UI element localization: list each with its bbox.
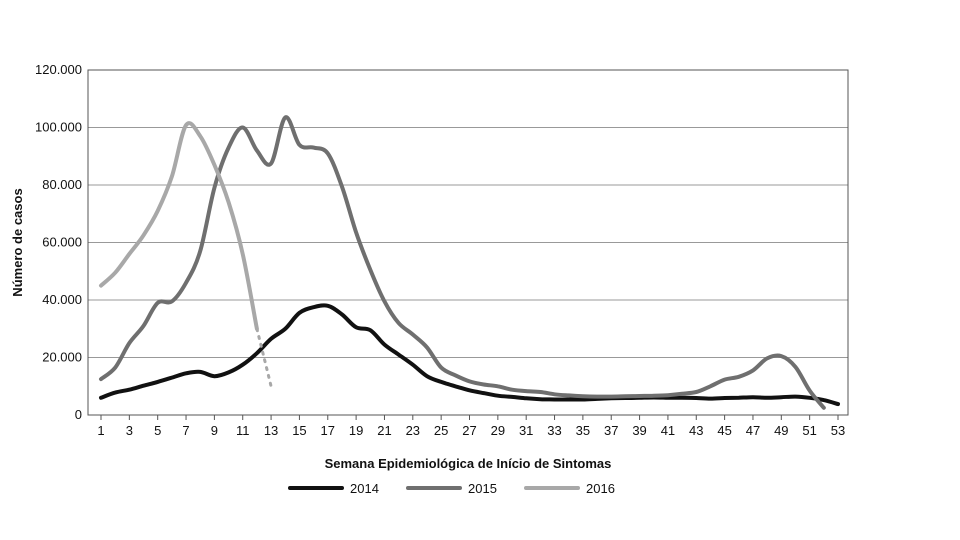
- x-tick-label: 15: [292, 423, 306, 438]
- x-tick-label: 49: [774, 423, 788, 438]
- series-lines: [99, 115, 840, 410]
- y-tick-label: 0: [75, 407, 82, 422]
- series-line-2014: [99, 303, 840, 407]
- plot-area-frame: [87, 69, 849, 416]
- x-tick-label: 19: [349, 423, 363, 438]
- x-tick-label: 1: [97, 423, 104, 438]
- x-tick-label: 7: [182, 423, 189, 438]
- y-tick-label: 80.000: [42, 177, 82, 192]
- x-tick-label: 29: [491, 423, 505, 438]
- x-tick-label: 23: [406, 423, 420, 438]
- x-tick-label: 33: [547, 423, 561, 438]
- x-tick-label: 13: [264, 423, 278, 438]
- x-tick-label: 21: [377, 423, 391, 438]
- x-tick-label: 47: [746, 423, 760, 438]
- legend-label-2015: 2015: [468, 481, 497, 496]
- x-tick-label: 45: [717, 423, 731, 438]
- x-axis-ticks: 1 3 5 7 9 11 13 15 17 19 21 23 25 27 29 31 33 35 37 39 41 43 4…: [97, 415, 845, 438]
- y-tick-label: 100.000: [35, 120, 82, 135]
- y-tick-label: 40.000: [42, 292, 82, 307]
- x-tick-label: 27: [462, 423, 476, 438]
- x-tick-label: 5: [154, 423, 161, 438]
- x-tick-label: 31: [519, 423, 533, 438]
- x-tick-label: 35: [576, 423, 590, 438]
- y-axis-ticks: 0 20.000 40.000 60.000 80.000 100.000 120.000: [35, 62, 82, 422]
- series-line-2015: [99, 115, 826, 410]
- x-tick-label: 39: [632, 423, 646, 438]
- series-line-projection: [255, 327, 273, 388]
- y-tick-label: 20.000: [42, 350, 82, 365]
- y-tick-label: 60.000: [42, 235, 82, 250]
- x-tick-label: 3: [126, 423, 133, 438]
- x-tick-label: 43: [689, 423, 703, 438]
- x-tick-label: 37: [604, 423, 618, 438]
- x-tick-label: 41: [661, 423, 675, 438]
- x-tick-label: 11: [236, 423, 250, 438]
- y-tick-label: 120.000: [35, 62, 82, 77]
- series-line-2016: [99, 121, 259, 331]
- x-axis-title: Semana Epidemiológica de Início de Sinto…: [325, 456, 612, 471]
- legend: 2014 2015 2016: [288, 481, 615, 496]
- x-tick-label: 25: [434, 423, 448, 438]
- x-tick-label: 53: [831, 423, 845, 438]
- x-tick-label: 51: [802, 423, 816, 438]
- x-tick-label: 9: [211, 423, 218, 438]
- legend-label-2014: 2014: [350, 481, 379, 496]
- y-axis-title: Número de casos: [10, 188, 25, 296]
- x-tick-label: 17: [321, 423, 335, 438]
- legend-label-2016: 2016: [586, 481, 615, 496]
